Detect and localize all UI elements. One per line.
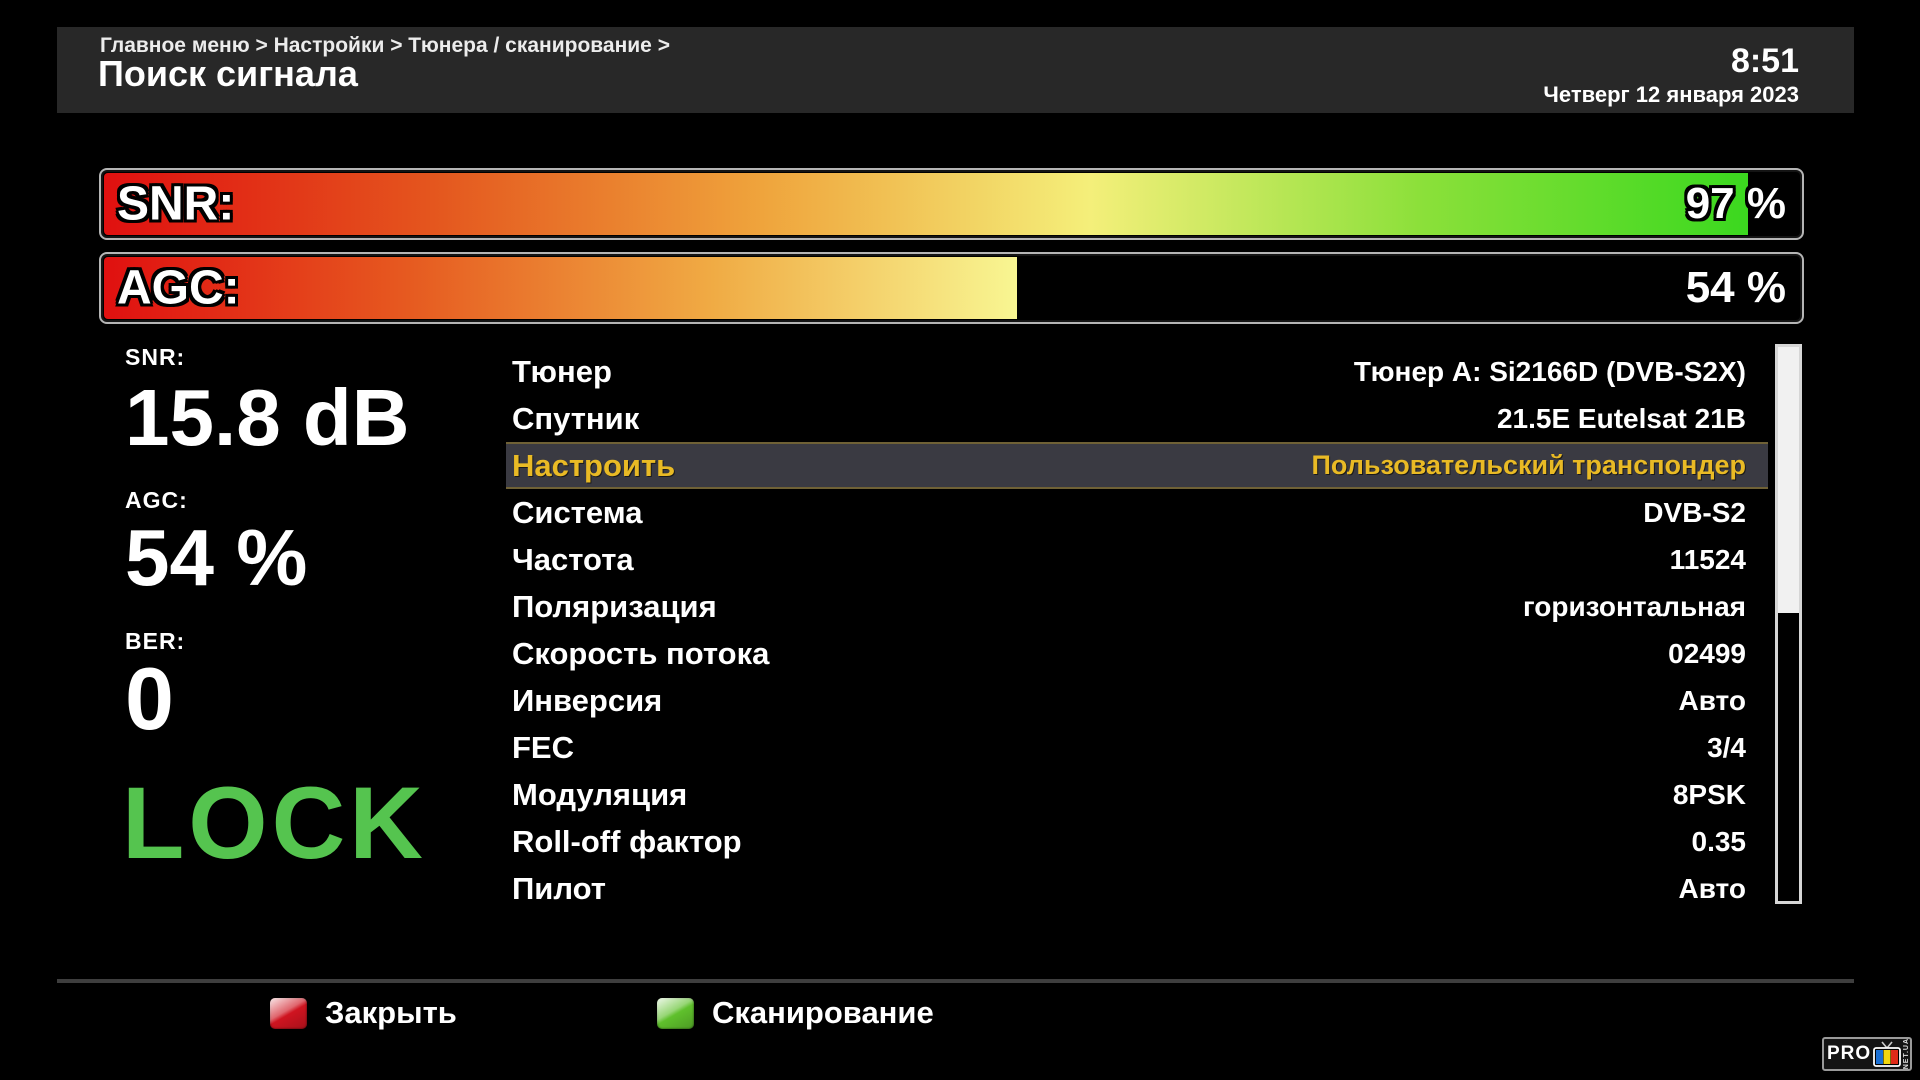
menu-item-label: FEC	[512, 729, 574, 765]
protv-logo-suffix: NET.UA	[1903, 1038, 1911, 1070]
scan-button[interactable]: Сканирование	[657, 995, 934, 1031]
clock-time: 8:51	[1730, 42, 1799, 80]
menu-item-frequency[interactable]: Частота 11524	[506, 536, 1768, 583]
footer-divider	[57, 979, 1854, 983]
menu-item-value: 02499	[1668, 637, 1746, 669]
ber-stat-label: BER:	[125, 628, 186, 654]
protv-logo-text: PRO	[1827, 1043, 1872, 1064]
close-button-label: Закрыть	[325, 995, 457, 1030]
menu-item-label: Частота	[512, 541, 634, 577]
green-key-icon	[657, 997, 694, 1029]
clock-date: Четверг 12 января 2023	[1543, 82, 1799, 107]
agc-bar-label: AGC:	[117, 261, 240, 315]
menu-item-system[interactable]: Система DVB-S2	[506, 489, 1768, 536]
menu-item-satellite[interactable]: Спутник 21.5E Eutelsat 21B	[506, 395, 1768, 442]
agc-bar-value: 54 %	[1685, 263, 1786, 312]
menu-item-label: Модуляция	[512, 776, 688, 812]
agc-stat-value: 54 %	[125, 513, 308, 602]
menu-item-fec[interactable]: FEC 3/4	[506, 724, 1768, 771]
scan-button-label: Сканирование	[712, 995, 934, 1030]
menu-item-value: DVB-S2	[1643, 496, 1746, 528]
menu-item-value: Тюнер A: Si2166D (DVB-S2X)	[1353, 355, 1746, 387]
transponder-settings-menu: Тюнер Тюнер A: Si2166D (DVB-S2X) Спутник…	[506, 348, 1768, 912]
menu-item-value: Авто	[1678, 684, 1746, 716]
menu-item-value: 11524	[1669, 543, 1746, 575]
agc-progress-fill	[104, 257, 1017, 319]
menu-item-label: Пилот	[512, 870, 606, 906]
breadcrumb: Главное меню > Настройки > Тюнера / скан…	[100, 34, 670, 57]
menu-item-value: 0.35	[1691, 825, 1747, 857]
menu-item-label: Настроить	[512, 447, 676, 483]
menu-item-polarization[interactable]: Поляризация горизонтальная	[506, 583, 1768, 630]
tv-icon	[1873, 1040, 1902, 1068]
header: Главное меню > Настройки > Тюнера / скан…	[57, 27, 1854, 113]
snr-bar-value: 97 %	[1685, 179, 1786, 228]
red-key-icon	[270, 997, 307, 1029]
snr-progress-fill	[104, 173, 1748, 235]
menu-scrollbar[interactable]	[1775, 344, 1802, 904]
snr-progress-bar: SNR: 97 %	[99, 168, 1804, 240]
protv-logo: PRO NET.UA	[1822, 1037, 1912, 1071]
menu-item-value: 3/4	[1707, 731, 1746, 763]
page-title: Поиск сигнала	[98, 53, 358, 94]
menu-item-pilot[interactable]: Пилот Авто	[506, 865, 1768, 912]
snr-bar-label: SNR:	[117, 177, 235, 231]
snr-stat-value: 15.8 dB	[125, 373, 410, 462]
menu-item-label: Инверсия	[512, 682, 663, 718]
lock-status: LOCK	[122, 766, 427, 880]
menu-item-value: Авто	[1678, 872, 1746, 904]
close-button[interactable]: Закрыть	[270, 995, 457, 1031]
menu-item-tuner[interactable]: Тюнер Тюнер A: Si2166D (DVB-S2X)	[506, 348, 1768, 395]
menu-item-rolloff[interactable]: Roll-off фактор 0.35	[506, 818, 1768, 865]
menu-item-value: Пользовательский транспондер	[1311, 450, 1746, 480]
snr-stat-label: SNR:	[125, 344, 186, 370]
ber-stat-value: 0	[125, 649, 174, 748]
menu-item-label: Тюнер	[512, 353, 612, 389]
menu-item-label: Спутник	[512, 400, 640, 436]
agc-stat-label: AGC:	[125, 487, 188, 513]
menu-item-label: Скорость потока	[512, 635, 770, 671]
menu-item-modulation[interactable]: Модуляция 8PSK	[506, 771, 1768, 818]
menu-item-value: горизонтальная	[1522, 590, 1746, 622]
menu-item-label: Поляризация	[512, 588, 717, 624]
menu-item-value: 8PSK	[1672, 778, 1746, 810]
scrollbar-thumb[interactable]	[1778, 347, 1799, 613]
menu-item-inversion[interactable]: Инверсия Авто	[506, 677, 1768, 724]
menu-item-label: Roll-off фактор	[512, 823, 742, 859]
menu-item-label: Система	[512, 494, 643, 530]
agc-progress-bar: AGC: 54 %	[99, 252, 1804, 324]
menu-item-symbol-rate[interactable]: Скорость потока 02499	[506, 630, 1768, 677]
menu-item-value: 21.5E Eutelsat 21B	[1496, 402, 1746, 434]
menu-item-tune[interactable]: Настроить Пользовательский транспондер	[506, 442, 1768, 489]
